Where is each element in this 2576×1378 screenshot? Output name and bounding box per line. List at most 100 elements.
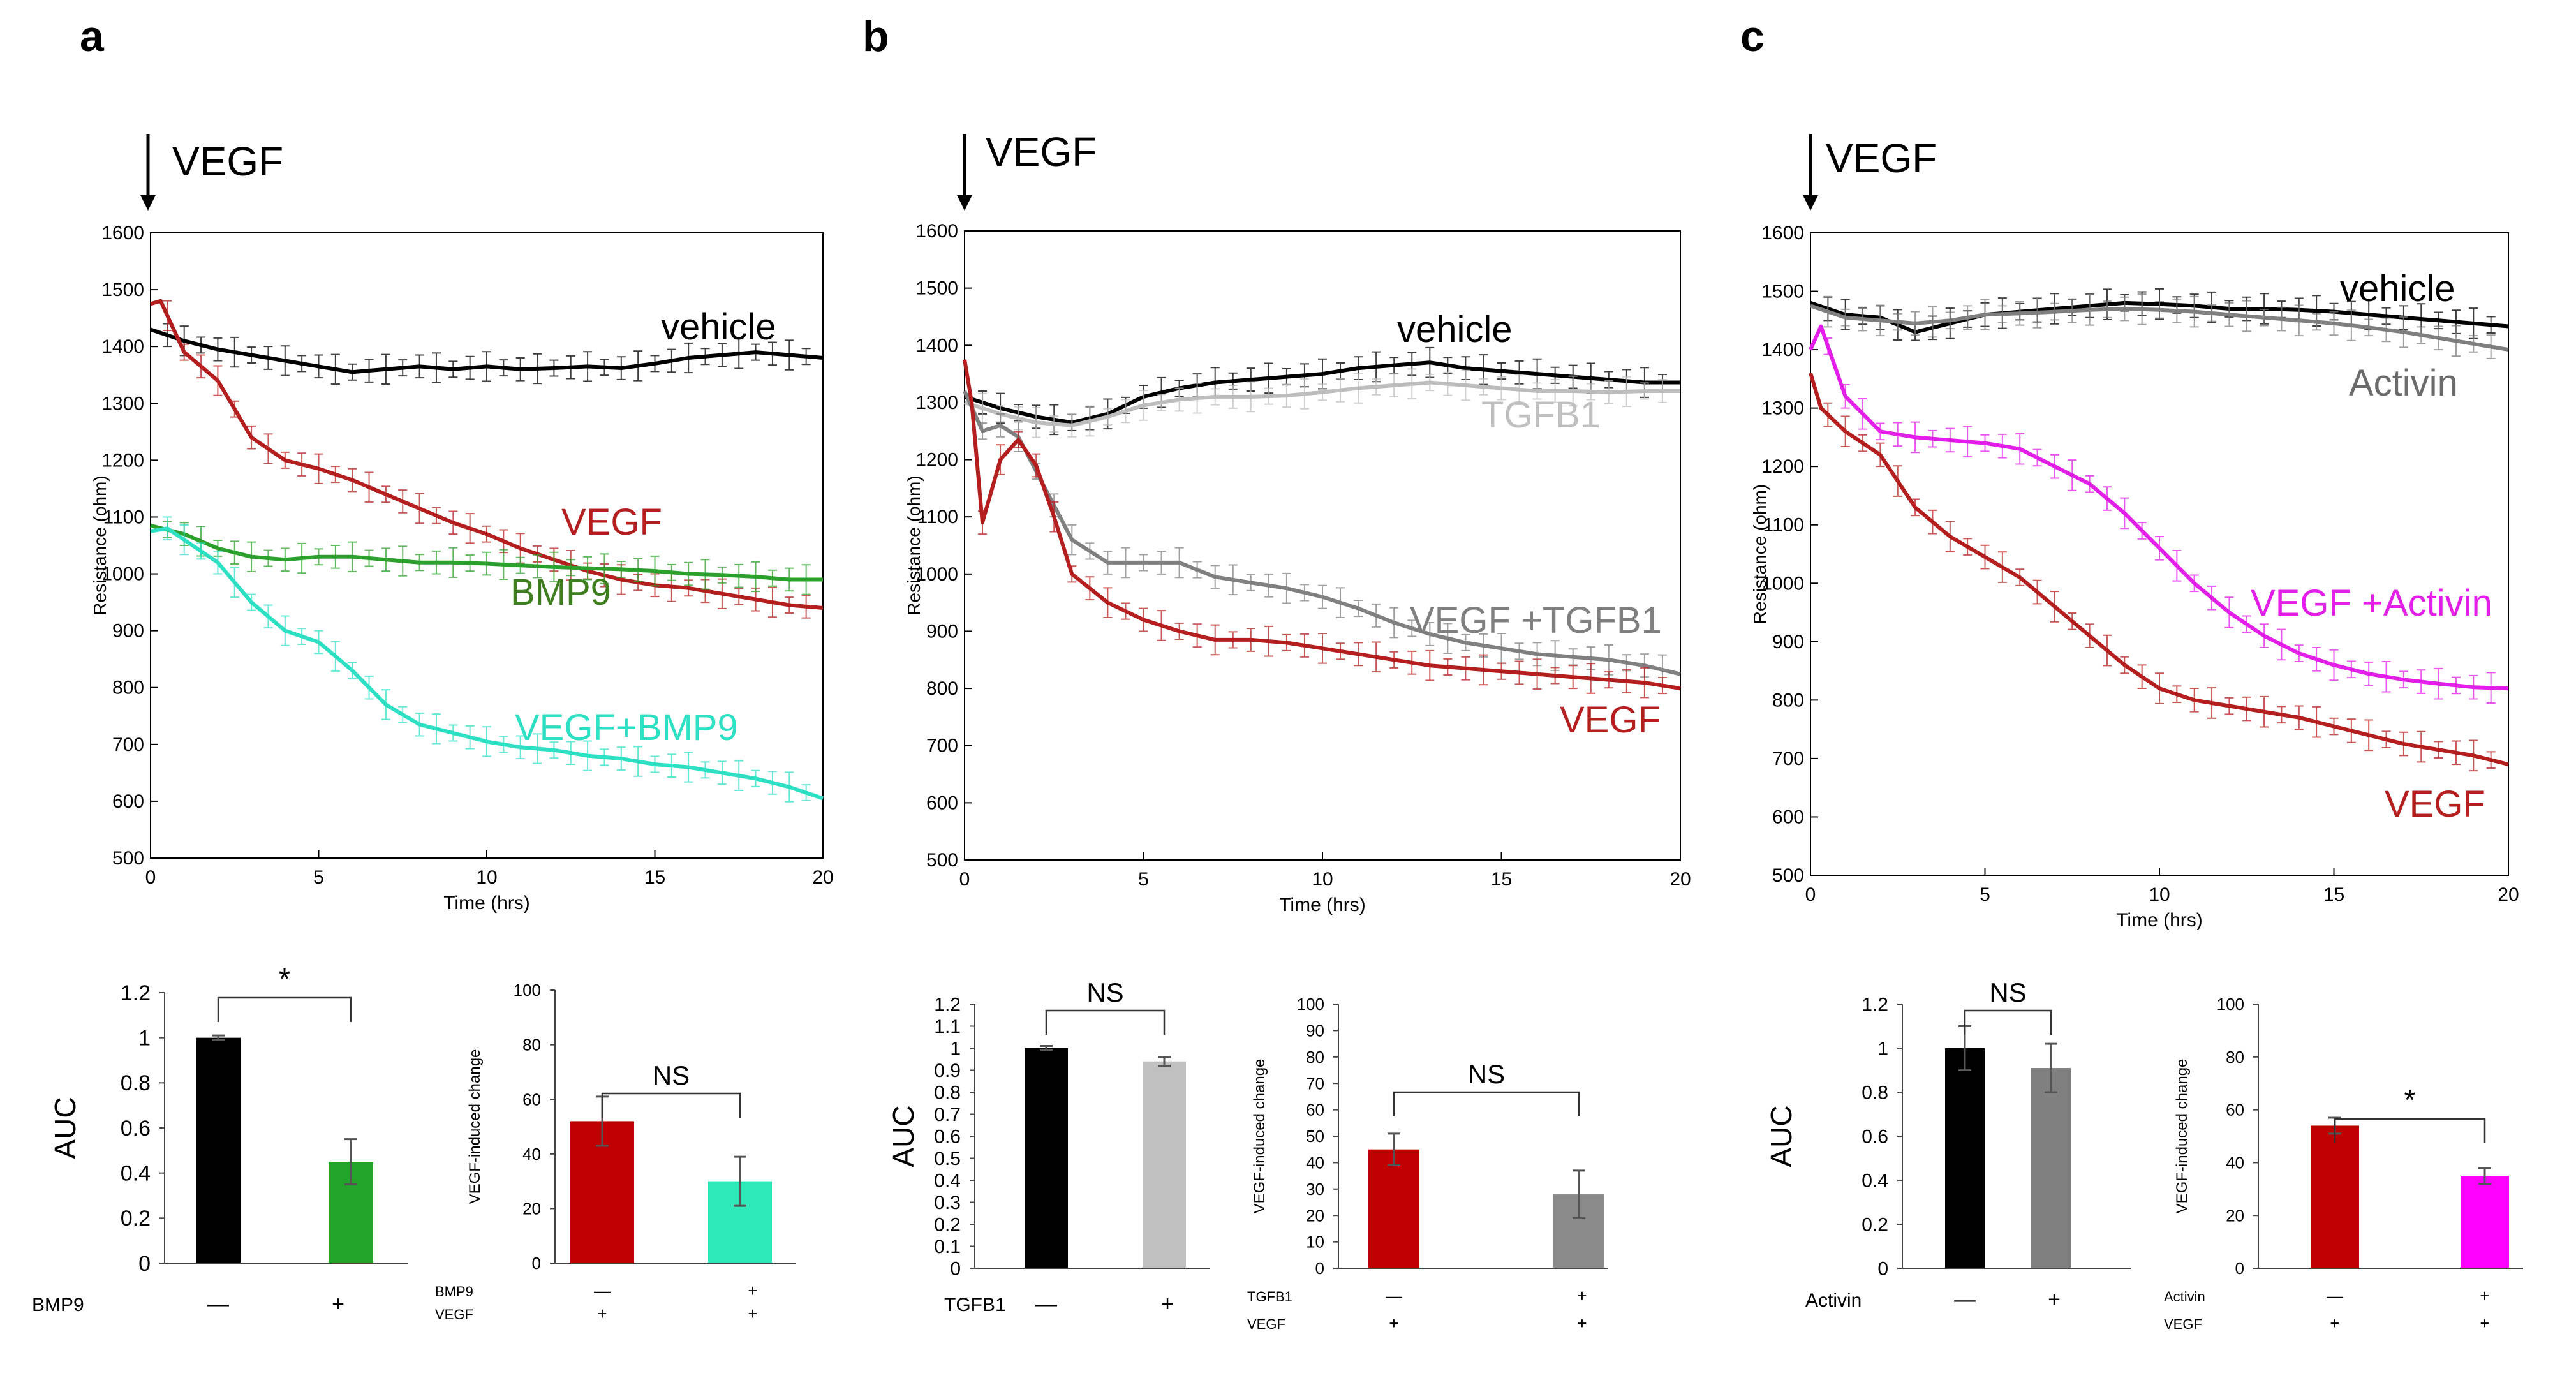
error-bar (2469, 739, 2478, 772)
error-bar (1157, 610, 1166, 641)
y-tick-label: 80 (522, 1035, 541, 1055)
error-bar (297, 542, 307, 574)
y-tick-label: 40 (522, 1145, 541, 1164)
series-annotation: VEGF +TGFB1 (1410, 600, 1662, 641)
error-bar (2207, 687, 2217, 719)
error-bar (633, 746, 643, 777)
panel-letter-b: b (862, 12, 889, 61)
error-bar (801, 348, 811, 366)
error-bar (1604, 671, 1613, 689)
bar-error (1040, 1045, 1053, 1051)
series-annotation: vehicle (661, 306, 776, 348)
error-bar (1568, 375, 1578, 407)
error-bar (1228, 631, 1238, 649)
y-tick-label: 20 (2226, 1206, 2244, 1225)
error-bar (230, 567, 239, 598)
y-tick-label: 700 (112, 734, 144, 755)
error-bar (398, 706, 408, 723)
error-bar (1103, 408, 1113, 426)
error-bar (700, 761, 710, 779)
error-bar (398, 545, 408, 577)
error-bar (2172, 298, 2182, 323)
error-bar (2260, 623, 2269, 648)
y-tick-label: 1100 (917, 507, 958, 528)
error-bar (1282, 383, 1291, 408)
error-bar (163, 516, 172, 541)
error-bar (1640, 667, 1649, 699)
error-bar (2451, 676, 2461, 695)
error-bar (1049, 415, 1059, 433)
error-bar (2260, 308, 2269, 327)
y-tick-label: 800 (926, 678, 958, 699)
y-axis-label: Resistance (ohm) (90, 475, 110, 615)
error-bar (1228, 385, 1238, 409)
condition-symbol: — (594, 1281, 611, 1300)
error-bar (1980, 544, 1990, 570)
error-bar (533, 554, 542, 579)
y-tick-label: 0 (532, 1254, 541, 1273)
y-axis-label: VEGF-induced change (2173, 1059, 2191, 1214)
error-bar (1550, 667, 1560, 685)
error-bar (1157, 394, 1166, 411)
error-bar (381, 485, 390, 503)
bar (2461, 1176, 2509, 1268)
y-axis-label: AUC (1765, 1105, 1798, 1167)
error-bar (2242, 615, 2251, 633)
error-bar (2189, 295, 2199, 328)
error-bar (1640, 382, 1649, 400)
bar-error (212, 1034, 225, 1041)
error-bar (1823, 295, 1833, 328)
error-bar (1980, 434, 1990, 452)
error-bar (482, 525, 491, 543)
y-axis-label: Resistance (ohm) (1750, 484, 1770, 624)
significance-bracket (1393, 1091, 1580, 1116)
condition-row-label: BMP9 (435, 1284, 473, 1300)
error-bar (1911, 498, 1920, 517)
error-bar (499, 359, 508, 377)
y-tick-label: 1400 (1761, 339, 1804, 360)
significance-bracket (217, 996, 352, 1022)
significance-label: * (2404, 1083, 2416, 1116)
error-bar (1372, 378, 1381, 396)
error-bar (247, 593, 256, 611)
error-bar (2068, 298, 2077, 323)
error-bar (1461, 656, 1470, 681)
error-bar (431, 507, 441, 524)
error-bar (1246, 381, 1255, 413)
condition-symbol: + (2048, 1287, 2061, 1312)
error-bar (297, 355, 307, 373)
error-bar (1823, 402, 1833, 427)
error-bar (2434, 325, 2443, 351)
vegf-arrow-label: VEGF (986, 129, 1097, 175)
error-bar (263, 346, 273, 370)
error-bar (381, 689, 390, 720)
error-bar (1963, 305, 1973, 330)
bar-error (2478, 1167, 2491, 1185)
error-bar (448, 547, 458, 578)
error-bar (1049, 501, 1059, 533)
error-bar (1085, 405, 1095, 437)
error-bar (1121, 399, 1130, 424)
error-bar (1945, 521, 1955, 552)
x-tick-label: 15 (644, 867, 665, 888)
x-tick-label: 10 (2149, 884, 2170, 905)
error-bar (1014, 431, 1023, 448)
error-bar (1032, 453, 1041, 478)
error-bar (213, 550, 223, 575)
y-tick-label: 1100 (1763, 515, 1804, 536)
error-bar (2085, 294, 2094, 326)
error-bar (364, 549, 374, 567)
error-bar (717, 566, 727, 584)
series-annotation: VEGF (1560, 699, 1661, 741)
y-tick-label: 500 (112, 848, 144, 869)
error-bar (2172, 685, 2182, 704)
error-bar (1318, 584, 1327, 609)
error-bar (230, 540, 239, 565)
error-bar (1945, 311, 1955, 330)
y-tick-label: 700 (1772, 748, 1804, 769)
y-tick-label: 1.2 (1862, 995, 1888, 1016)
error-bar (1997, 551, 2007, 583)
error-bar (482, 351, 491, 382)
error-bar (2260, 695, 2269, 728)
error-bar (2015, 433, 2025, 465)
